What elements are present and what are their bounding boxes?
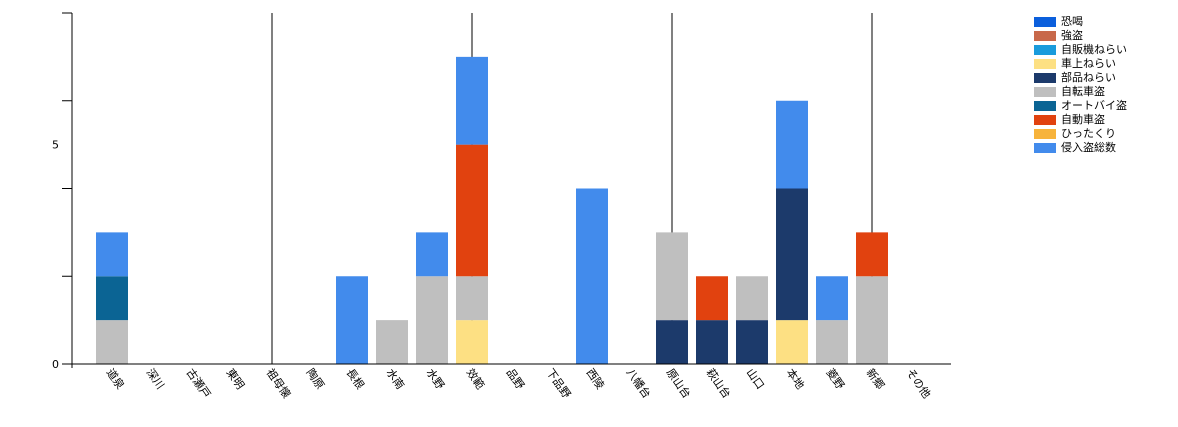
category-label: 菱野	[824, 366, 847, 391]
category-label: 下品野	[544, 366, 574, 400]
category-label: その他	[904, 366, 934, 400]
category-label: 本地	[784, 366, 808, 392]
bar-segment	[776, 188, 808, 321]
bar-segment	[776, 320, 808, 364]
category-label: 祖母懐	[264, 366, 294, 401]
bar-segment	[696, 276, 728, 321]
legend-label: 強盗	[1061, 29, 1083, 42]
bar-segment	[736, 320, 768, 364]
bar-segment	[656, 320, 688, 364]
legend-item: ひったくり	[1034, 127, 1127, 141]
category-label: 古瀬戸	[184, 366, 214, 401]
category-label: 萩山台	[704, 366, 734, 401]
y-tick-label: 5	[52, 139, 59, 152]
legend-label: 部品ねらい	[1061, 71, 1116, 84]
category-labels: 道泉 深川 古瀬戸 東明 祖母懐 陶原 長根 水南 水野 效範 品野 下品野 西陵 八幡台 原山台 萩山台 山口…	[104, 366, 934, 401]
category-label: 效範	[464, 366, 488, 392]
legend-label: 自動車盗	[1061, 113, 1105, 126]
legend-item: 自販機ねらい	[1034, 43, 1127, 57]
bar-segment	[816, 320, 848, 364]
bar-segment	[736, 276, 768, 321]
y-tick-label: 0	[52, 358, 59, 371]
bar-segment	[456, 276, 488, 321]
category-label: 水野	[424, 366, 447, 391]
legend-label: 自販機ねらい	[1061, 43, 1127, 56]
legend-swatch	[1034, 59, 1056, 69]
legend: 恐喝 強盗 自販機ねらい 車上ねらい 部品ねらい 自転車盗 オートバイ盗 自動車盗 ひったくり侵…	[1034, 15, 1127, 155]
bar-segment	[696, 320, 728, 364]
legend-swatch	[1034, 115, 1056, 125]
legend-label: 侵入盗総数	[1061, 141, 1116, 154]
category-label: 新郷	[864, 366, 888, 392]
category-label: 水南	[384, 366, 407, 391]
bar-segment	[96, 320, 128, 364]
legend-item: 強盗	[1034, 29, 1127, 43]
legend-swatch	[1034, 101, 1056, 111]
bar-segment	[456, 144, 488, 277]
legend-label: 自転車盗	[1061, 85, 1105, 98]
legend-item: 自動車盗	[1034, 113, 1127, 127]
bar-segment	[376, 320, 408, 364]
category-label: 深川	[144, 366, 167, 391]
legend-label: オートバイ盗	[1061, 99, 1127, 112]
axes-layer: 05	[52, 12, 951, 371]
legend-item: 部品ねらい	[1034, 71, 1127, 85]
legend-swatch	[1034, 129, 1056, 139]
bar-segment	[816, 276, 848, 321]
bar-segment	[96, 276, 128, 321]
bar-segment	[576, 188, 608, 364]
bar-segment	[416, 232, 448, 277]
legend-item: 恐喝	[1034, 15, 1127, 29]
category-label: 原山台	[664, 366, 694, 401]
legend-item: 自転車盗	[1034, 85, 1127, 99]
category-label: 西陵	[584, 366, 607, 391]
bar-segment	[456, 320, 488, 364]
category-label: 長根	[344, 366, 368, 392]
legend-swatch	[1034, 17, 1056, 27]
legend-item: オートバイ盗	[1034, 99, 1127, 113]
bar-segment	[96, 232, 128, 277]
legend-swatch	[1034, 31, 1056, 41]
bar-segment	[656, 232, 688, 321]
bar-segment	[856, 232, 888, 277]
bar-segment	[416, 276, 448, 364]
bars-layer	[96, 56, 888, 364]
bar-segment	[336, 276, 368, 364]
legend-swatch	[1034, 87, 1056, 97]
legend-item: 侵入盗総数	[1034, 141, 1127, 155]
legend-swatch	[1034, 73, 1056, 83]
legend-label: 車上ねらい	[1061, 57, 1116, 70]
legend-item: 車上ねらい	[1034, 57, 1127, 71]
bar-segment	[776, 100, 808, 189]
bar-segment	[456, 56, 488, 145]
legend-swatch	[1034, 45, 1056, 55]
legend-label: 恐喝	[1061, 15, 1083, 28]
bar-segment	[856, 276, 888, 364]
category-label: 道泉	[104, 366, 128, 392]
category-label: 山口	[744, 366, 767, 391]
category-label: 品野	[504, 366, 527, 391]
category-label: 東明	[224, 366, 247, 391]
legend-swatch	[1034, 143, 1056, 153]
legend-label: ひったくり	[1061, 127, 1116, 140]
category-label: 陶原	[304, 366, 328, 392]
category-label: 八幡台	[624, 366, 654, 401]
